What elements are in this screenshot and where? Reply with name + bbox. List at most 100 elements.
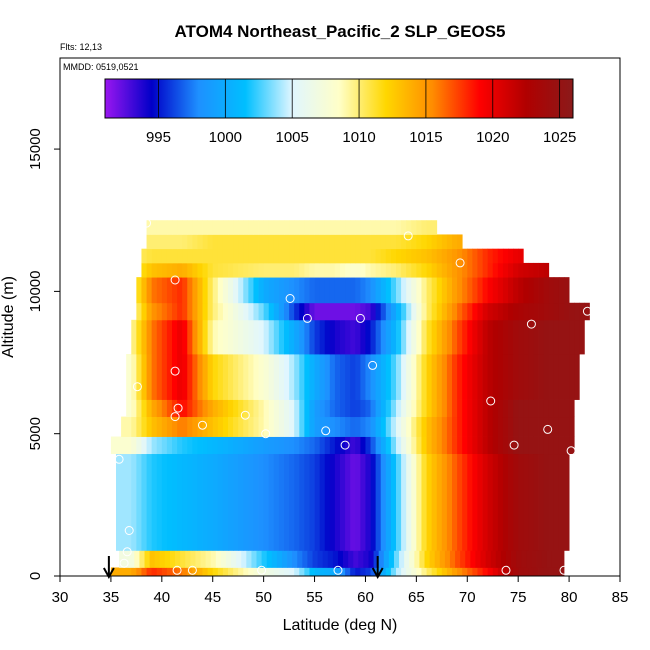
heatmap-cell (156, 262, 163, 278)
heatmap-cell (278, 220, 285, 235)
heatmap-cell (441, 399, 448, 418)
heatmap-cell (248, 354, 254, 400)
heatmap-cell (156, 399, 163, 418)
heatmap-cell (309, 319, 315, 355)
heatmap-cell (329, 399, 336, 418)
heatmap-cell (294, 302, 300, 321)
heatmap-cell (238, 436, 244, 455)
heatmap-cell (129, 550, 135, 568)
heatmap-cell (248, 248, 254, 264)
heatmap-cell (268, 248, 275, 264)
heatmap-cell (228, 248, 234, 264)
heatmap-cell (477, 262, 483, 278)
colorbar-tick-label: 1005 (276, 129, 309, 146)
heatmap-cell (225, 550, 232, 568)
heatmap-cell (495, 550, 502, 568)
heatmap-cell (355, 354, 361, 400)
heatmap-cell (278, 234, 285, 250)
heatmap-cell (207, 354, 214, 400)
heatmap-cell (299, 302, 305, 321)
heatmap-cell (263, 234, 270, 250)
heatmap-cell (187, 436, 193, 455)
heatmap-cell (207, 416, 214, 437)
heatmap-cell (253, 567, 259, 577)
heatmap-cell (192, 453, 198, 551)
heatmap-cell (553, 277, 560, 304)
heatmap-cell (258, 277, 265, 304)
heatmap-cell (131, 567, 137, 577)
heatmap-cell (329, 248, 336, 264)
heatmap-cell (268, 416, 275, 437)
heatmap-cell (243, 262, 249, 278)
heatmap-cell (151, 277, 158, 304)
heatmap-cell (212, 302, 219, 321)
observation-point (257, 565, 267, 575)
heatmap-cell (177, 277, 183, 304)
heatmap-cell (421, 354, 427, 400)
heatmap-cell (161, 436, 168, 455)
heatmap-cell (452, 234, 458, 250)
heatmap-cell (161, 453, 168, 551)
heatmap-cell (268, 277, 275, 304)
heatmap-cell (273, 234, 280, 250)
heatmap-cell (197, 567, 203, 577)
heatmap-cell (340, 354, 346, 400)
heatmap-cell (243, 567, 249, 577)
heatmap-cell (192, 354, 198, 400)
heatmap-cell (492, 453, 499, 551)
heatmap-cell (396, 220, 402, 235)
heatmap-cell (332, 550, 339, 568)
heatmap-cell (467, 277, 473, 304)
heatmap-cell (268, 234, 275, 250)
heatmap-cell (416, 220, 422, 235)
heatmap-cell (385, 234, 392, 250)
heatmap-cell (406, 567, 412, 577)
heatmap-cell (324, 302, 331, 321)
heatmap-cell (268, 302, 275, 321)
heatmap-cell (253, 354, 259, 400)
heatmap-cell (380, 416, 387, 437)
heatmap-cell (222, 302, 229, 321)
colorbar: 995 1000 1005 1010 1015 1020 1025 (104, 78, 576, 146)
heatmap-cell (452, 354, 458, 400)
heatmap-cell (543, 302, 550, 321)
flight-arrow (371, 556, 384, 580)
heatmap-cell (243, 302, 249, 321)
heatmap-cell (350, 277, 356, 304)
heatmap-cell (268, 567, 275, 577)
observation-point (172, 565, 182, 575)
heatmap-cell (182, 567, 188, 577)
heatmap-cell (156, 319, 163, 355)
heatmap-cell (533, 453, 539, 551)
heatmap-cell (508, 436, 514, 455)
heatmap-cell (151, 302, 158, 321)
heatmap-cell (263, 399, 270, 418)
heatmap-cell (500, 550, 507, 568)
heatmap-cell (543, 567, 550, 577)
heatmap-cell (564, 399, 570, 418)
heatmap-cell (348, 550, 354, 568)
heatmap-cell (396, 436, 402, 455)
heatmap-cell (187, 319, 193, 355)
heatmap-cell (462, 277, 468, 304)
heatmap-cell (202, 262, 209, 278)
heatmap-cell (421, 248, 427, 264)
heatmap-cell (467, 453, 473, 551)
heatmap-cell (441, 567, 448, 577)
heatmap-cell (284, 277, 290, 304)
heatmap-cell (166, 399, 173, 418)
heatmap-cell (334, 248, 341, 264)
heatmap-cell (334, 277, 341, 304)
heatmap-cell (258, 234, 265, 250)
heatmap-cell (446, 302, 453, 321)
heatmap-cell (182, 354, 188, 400)
heatmap-cell (421, 277, 427, 304)
y-axis: 0 5000 10000 15000 (27, 128, 60, 580)
plot-frame (59, 57, 621, 577)
heatmap-cell (477, 436, 483, 455)
heatmap-cell (441, 436, 448, 455)
heatmap-cell (406, 399, 412, 418)
colorbar-tick-label: 1010 (342, 129, 375, 146)
heatmap-cell (217, 262, 224, 278)
heatmap-cell (431, 262, 438, 278)
